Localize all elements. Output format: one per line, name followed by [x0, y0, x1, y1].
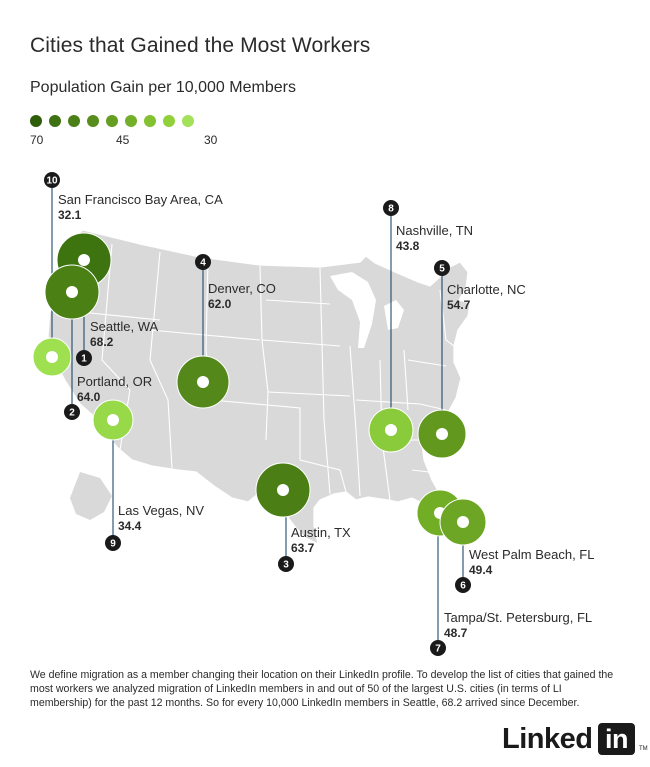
- southwest-coast-shape: [70, 472, 112, 520]
- bubble-center-seattle: [78, 254, 90, 266]
- bubble-austin: [255, 462, 311, 518]
- rank-marker-2: 2: [64, 404, 80, 420]
- rank-marker-3: 3: [278, 556, 294, 572]
- legend-dot-7: [144, 115, 156, 127]
- legend-dot-3: [68, 115, 80, 127]
- legend-label-low: 30: [204, 133, 218, 147]
- rank-text-6: 6: [460, 581, 466, 592]
- rank-text-1: 1: [81, 354, 87, 365]
- rank-text-10: 10: [46, 176, 58, 187]
- legend-label-mid: 45: [116, 133, 130, 147]
- city-labels: San Francisco Bay Area, CA 32.1 Seattle,…: [58, 192, 594, 640]
- city-bubbles: [32, 232, 487, 546]
- rank-marker-6: 6: [455, 577, 471, 593]
- leader-lines: [51, 180, 464, 648]
- logo-in-box: in: [598, 723, 635, 755]
- us-map: 10 1 2 4 9 3 8 5: [32, 172, 594, 656]
- rank-circle-1: [76, 350, 92, 366]
- rank-circle-4: [195, 254, 211, 270]
- city-value-denver: 62.0: [208, 297, 232, 311]
- bubble-center-denver: [197, 376, 209, 388]
- rank-circle-5: [434, 260, 450, 276]
- bubble-nashville: [368, 407, 414, 453]
- city-value-las-vegas: 34.4: [118, 519, 142, 533]
- bubble-san-francisco: [32, 337, 72, 377]
- city-name-west-palm-beach: West Palm Beach, FL: [469, 547, 594, 562]
- rank-circle-6: [455, 577, 471, 593]
- city-value-san-francisco: 32.1: [58, 208, 82, 222]
- great-lakes-shape: [330, 272, 404, 348]
- bubble-center-charlotte: [436, 428, 448, 440]
- rank-text-8: 8: [388, 204, 394, 215]
- bubble-portland: [44, 264, 100, 320]
- bubble-denver: [176, 355, 230, 409]
- bubble-center-portland: [66, 286, 78, 298]
- rank-text-5: 5: [439, 264, 445, 275]
- rank-marker-9: 9: [105, 535, 121, 551]
- legend-label-high: 70: [30, 133, 44, 147]
- logo-wordmark: Linked: [502, 723, 593, 755]
- city-name-charlotte: Charlotte, NC: [447, 282, 526, 297]
- rank-circle-7: [430, 640, 446, 656]
- rank-marker-5: 5: [434, 260, 450, 276]
- legend-dot-5: [106, 115, 118, 127]
- rank-text-3: 3: [283, 560, 289, 571]
- methodology-footnote: We define migration as a member changing…: [30, 669, 614, 709]
- legend-dot-2: [49, 115, 61, 127]
- city-name-las-vegas: Las Vegas, NV: [118, 503, 204, 518]
- rank-circle-2: [64, 404, 80, 420]
- bubble-charlotte: [417, 409, 467, 459]
- rank-circle-10: [44, 172, 60, 188]
- rank-circle-8: [383, 200, 399, 216]
- city-name-tampa: Tampa/St. Petersburg, FL: [444, 610, 592, 625]
- city-name-denver: Denver, CO: [208, 281, 276, 296]
- city-name-seattle: Seattle, WA: [90, 319, 158, 334]
- legend-dot-9: [182, 115, 194, 127]
- city-name-portland: Portland, OR: [77, 374, 152, 389]
- city-value-west-palm-beach: 49.4: [469, 563, 493, 577]
- bubble-center-austin: [277, 484, 289, 496]
- rank-marker-10: 10: [44, 172, 60, 188]
- legend-dot-6: [125, 115, 137, 127]
- legend-dot-1: [30, 115, 42, 127]
- rank-markers: 10 1 2 4 9 3 8 5: [44, 172, 471, 656]
- city-name-nashville: Nashville, TN: [396, 223, 473, 238]
- rank-circle-3: [278, 556, 294, 572]
- rank-text-9: 9: [110, 539, 116, 550]
- bubble-las-vegas: [92, 399, 134, 441]
- rank-text-2: 2: [69, 408, 75, 419]
- logo-trademark: TM: [639, 746, 648, 752]
- bubble-west-palm-beach: [439, 498, 487, 546]
- bubble-center-west-palm-beach: [457, 516, 469, 528]
- city-value-tampa: 48.7: [444, 626, 468, 640]
- rank-text-7: 7: [435, 644, 441, 655]
- bubble-center-san-francisco: [46, 351, 58, 363]
- bubble-center-las-vegas: [107, 414, 119, 426]
- city-name-san-francisco: San Francisco Bay Area, CA: [58, 192, 223, 207]
- city-value-portland: 64.0: [77, 390, 101, 404]
- chart-subtitle: Population Gain per 10,000 Members: [30, 79, 296, 96]
- city-value-nashville: 43.8: [396, 239, 420, 253]
- city-value-austin: 63.7: [291, 541, 315, 555]
- legend-dot-4: [87, 115, 99, 127]
- legend-dot-8: [163, 115, 175, 127]
- color-legend: 70 45 30: [30, 111, 230, 151]
- rank-marker-7: 7: [430, 640, 446, 656]
- city-value-seattle: 68.2: [90, 335, 114, 349]
- city-name-austin: Austin, TX: [291, 525, 351, 540]
- chart-title: Cities that Gained the Most Workers: [30, 34, 371, 57]
- rank-marker-1: 1: [76, 350, 92, 366]
- rank-circle-9: [105, 535, 121, 551]
- rank-text-4: 4: [200, 258, 206, 269]
- logo-in-text: in: [605, 724, 629, 754]
- rank-marker-8: 8: [383, 200, 399, 216]
- bubble-center-nashville: [385, 424, 397, 436]
- city-value-charlotte: 54.7: [447, 298, 471, 312]
- rank-marker-4: 4: [195, 254, 211, 270]
